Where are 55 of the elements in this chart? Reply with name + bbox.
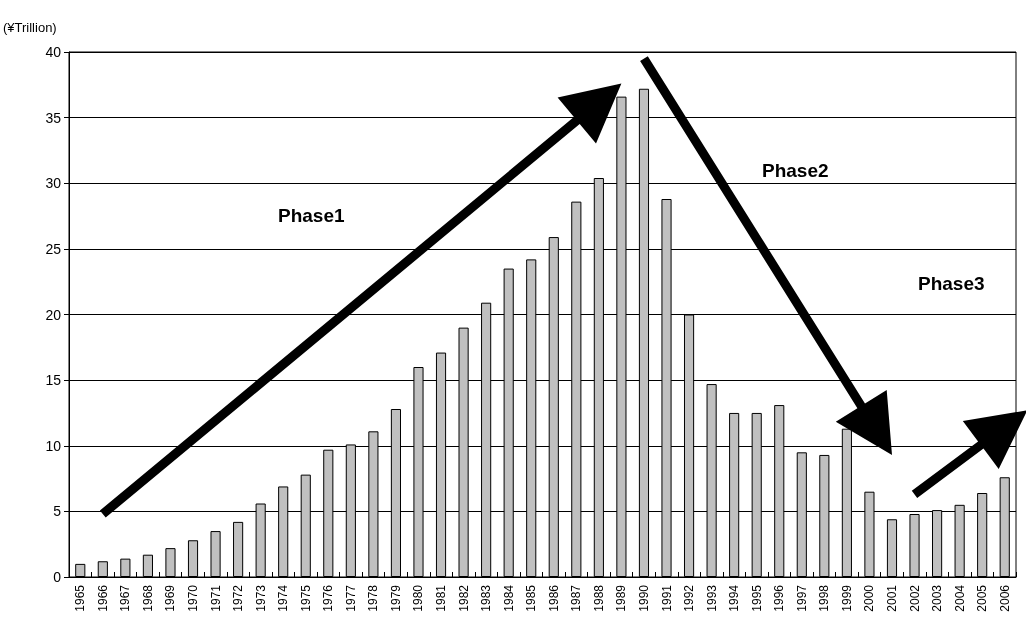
- x-tick-label: 1995: [749, 584, 764, 612]
- y-tick-label: 10: [45, 437, 62, 454]
- x-tick-label: 2000: [862, 584, 877, 612]
- y-tick-label: 20: [45, 306, 62, 323]
- x-tick-label: 1971: [208, 584, 223, 612]
- annotation: Phase3: [918, 273, 985, 294]
- x-tick-label: 1980: [411, 584, 426, 612]
- x-tick-label: 1978: [366, 584, 381, 612]
- x-tick-label: 1972: [231, 584, 246, 612]
- x-tick-label: 2002: [907, 584, 922, 612]
- x-tick-label: 1999: [839, 584, 854, 612]
- x-tick-label: 1994: [727, 584, 742, 612]
- y-tick-label: 15: [45, 372, 62, 389]
- x-tick-label: 1986: [546, 584, 561, 612]
- x-tick-label: 1965: [73, 584, 88, 612]
- x-tick-label: 2004: [952, 584, 967, 612]
- x-tick-label: 1991: [659, 584, 674, 612]
- x-tick-label: 1984: [501, 584, 516, 612]
- x-tick-label: 1985: [524, 584, 539, 612]
- x-tick-label: 1976: [321, 584, 336, 612]
- x-tick-label: 1977: [343, 584, 358, 612]
- x-tick-label: 1967: [118, 584, 133, 612]
- x-tick-label: 2001: [884, 584, 899, 612]
- x-tick-label: 1975: [298, 584, 313, 612]
- x-tick-label: 1988: [591, 584, 606, 612]
- x-tick-label: 2005: [975, 584, 990, 612]
- x-tick-label: 1990: [636, 584, 651, 612]
- x-tick-label: 1974: [276, 584, 291, 612]
- x-tick-label: 1997: [794, 584, 809, 612]
- y-tick-label: 40: [45, 44, 62, 60]
- y-tick-label: 25: [45, 240, 62, 257]
- y-tick-label: 5: [53, 503, 62, 520]
- annotation: Phase1: [278, 205, 345, 226]
- x-tick-label: 1982: [456, 584, 471, 612]
- x-tick-label: 2006: [997, 584, 1012, 612]
- x-tick-label: 1989: [614, 584, 629, 612]
- y-tick-label: 30: [45, 175, 62, 192]
- x-tick-label: 1970: [186, 584, 201, 612]
- x-tick-label: 1992: [682, 584, 697, 612]
- x-tick-label: 1973: [253, 584, 268, 612]
- y-tick-label: 35: [45, 109, 62, 126]
- x-tick-label: 1968: [140, 584, 155, 612]
- x-tick-label: 1998: [817, 584, 832, 612]
- x-tick-label: 2003: [930, 584, 945, 612]
- x-tick-label: 1983: [479, 584, 494, 612]
- x-tick-label: 1993: [704, 584, 719, 612]
- annotation: Phase2: [762, 160, 829, 181]
- x-tick-label: 1979: [388, 584, 403, 612]
- y-axis-title: (¥Trillion): [3, 20, 57, 35]
- x-tick-label: 1981: [434, 584, 449, 612]
- x-tick-label: 1969: [163, 584, 178, 612]
- x-tick-label: 1996: [772, 584, 787, 612]
- x-tick-label: 1966: [95, 584, 110, 612]
- y-tick-label: 0: [53, 569, 62, 585]
- x-tick-label: 1987: [569, 584, 584, 612]
